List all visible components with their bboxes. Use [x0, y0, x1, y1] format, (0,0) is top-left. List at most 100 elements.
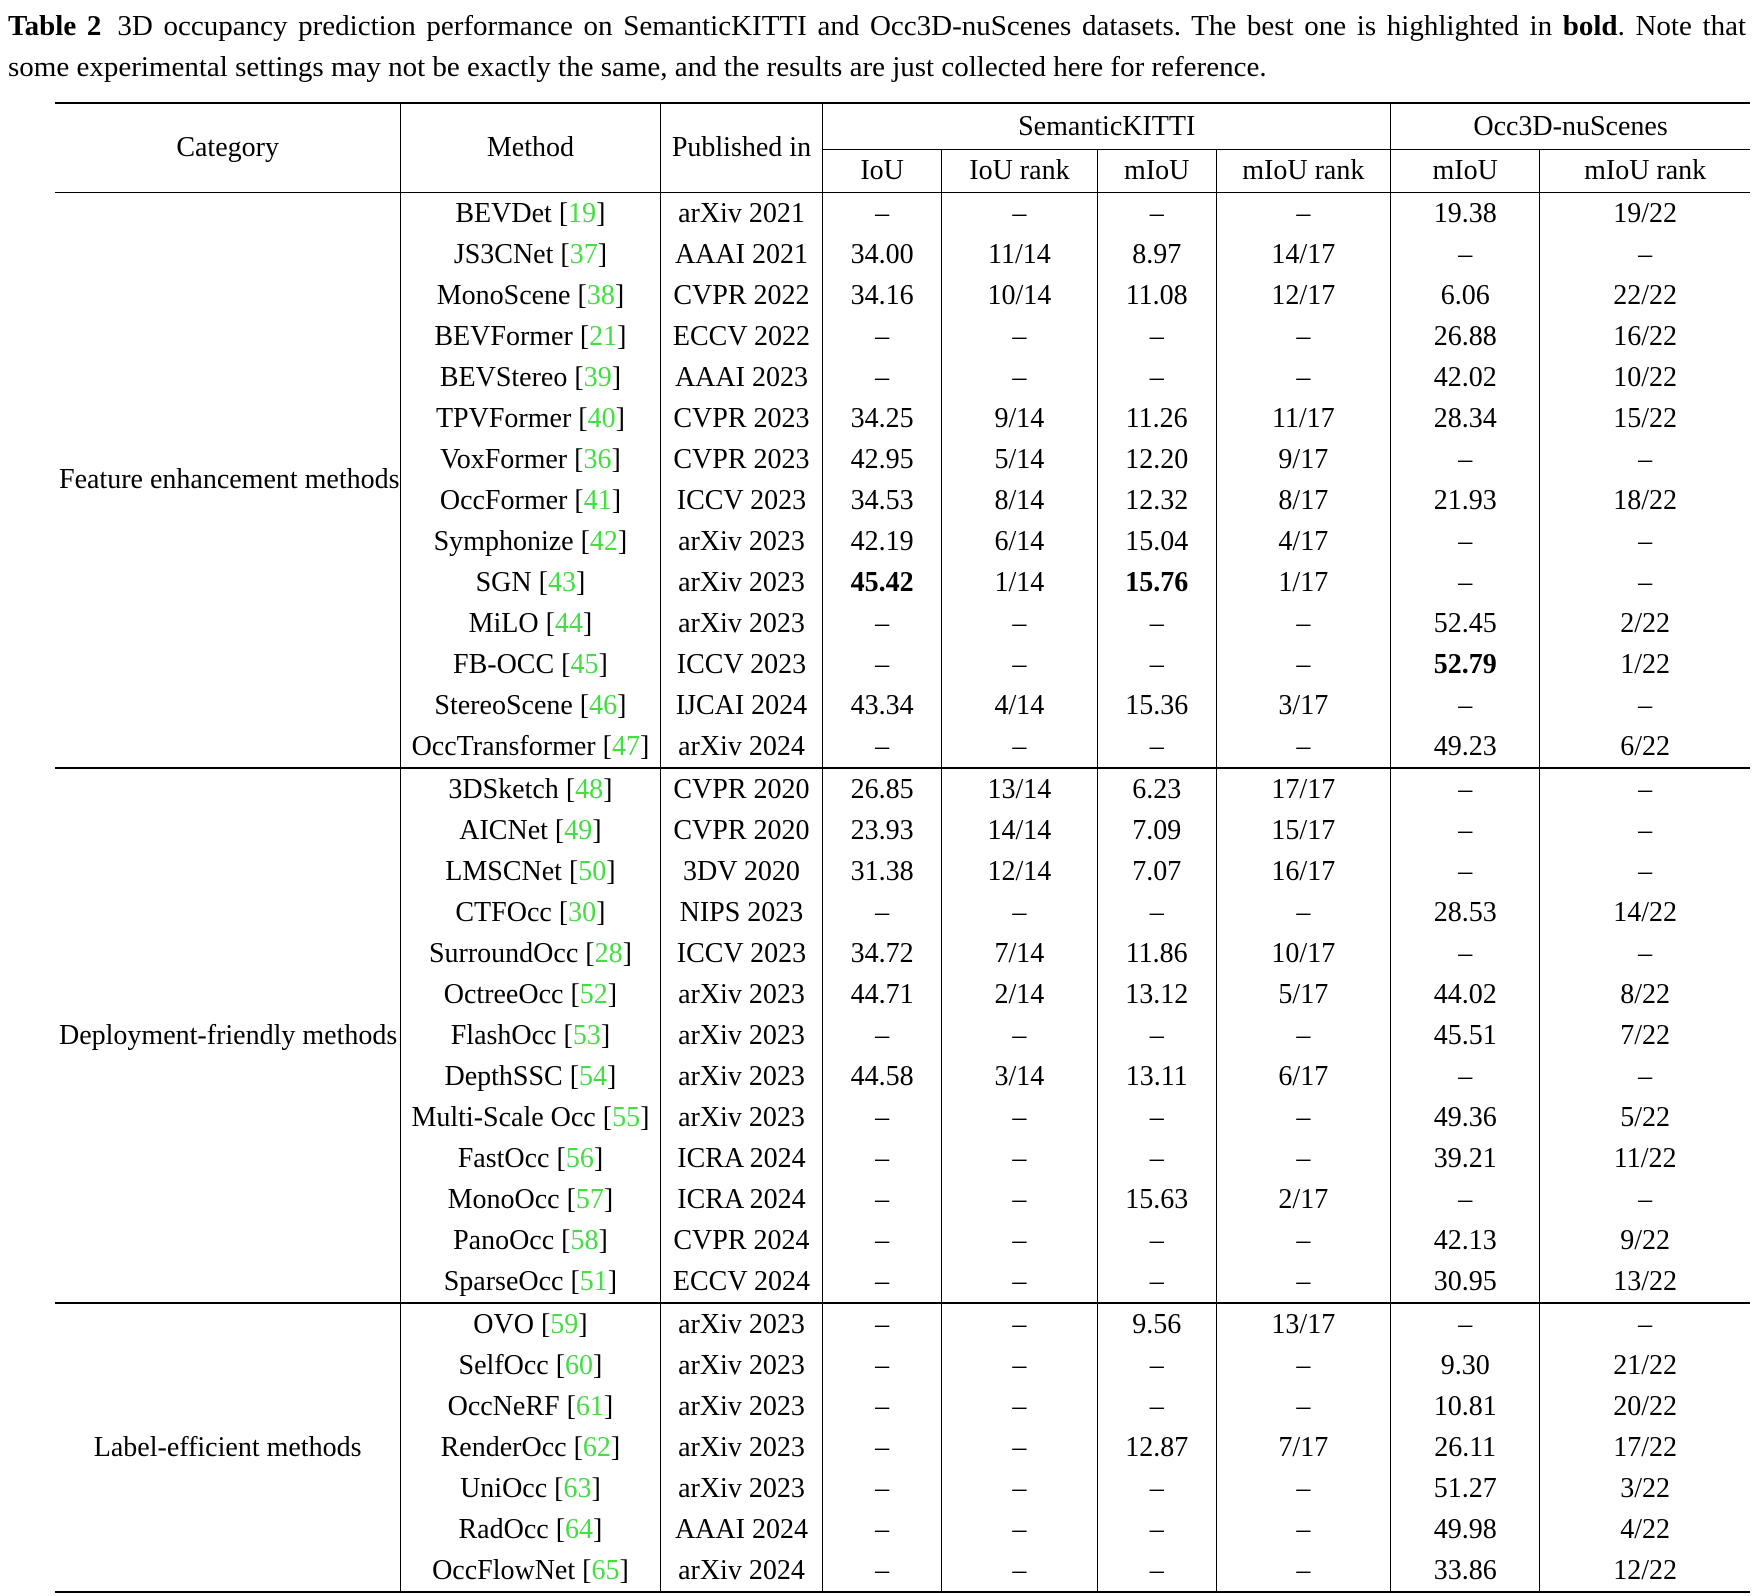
citation-bracket-open: [: [574, 484, 584, 516]
citation-link[interactable]: 48: [575, 773, 604, 805]
citation-link[interactable]: 44: [554, 607, 583, 639]
miou-rank-cell: 17/17: [1215, 767, 1391, 811]
nu-miou-cell: 45.51: [1390, 1015, 1540, 1057]
table-row: BEVFormer [21] ECCV 2022– – – –26.88 16/22: [55, 316, 1750, 358]
miou-cell: –: [1096, 1097, 1217, 1139]
miou-cell: 13.12: [1096, 974, 1217, 1016]
citation-bracket-close: ]: [598, 648, 608, 680]
published-in-cell: ICCV 2023: [659, 933, 823, 975]
nu-miou-cell: 51.27: [1390, 1468, 1540, 1510]
citation-link[interactable]: 47: [611, 730, 640, 762]
citation-link[interactable]: 41: [583, 484, 612, 516]
citation-bracket-open: [: [556, 1142, 566, 1174]
citation-link[interactable]: 61: [575, 1390, 604, 1422]
nu-miou-cell: 42.02: [1390, 357, 1540, 399]
method-cell: TPVFormer [40]: [400, 398, 661, 440]
method-cell: OccNeRF [61]: [400, 1386, 661, 1428]
citation-link[interactable]: 45: [570, 648, 599, 680]
citation-link[interactable]: 55: [612, 1101, 641, 1133]
method-name: RadOcc: [458, 1513, 549, 1545]
header-row-metrics: IoU IoU rank mIoU mIoU rank mIoU mIoU ra…: [55, 149, 1750, 194]
citation-link[interactable]: 64: [565, 1513, 594, 1545]
citation-link[interactable]: 46: [589, 689, 618, 721]
iou-cell: 42.95: [822, 439, 942, 481]
iou-cell: –: [822, 644, 942, 686]
citation-link[interactable]: 59: [550, 1308, 579, 1340]
citation-link[interactable]: 58: [570, 1224, 599, 1256]
citation-link[interactable]: 50: [578, 855, 607, 887]
header-miou-rank: mIoU rank: [1215, 149, 1391, 194]
citation-link[interactable]: 38: [586, 279, 615, 311]
citation-link[interactable]: 40: [587, 402, 616, 434]
citation-bracket-open: [: [555, 1349, 566, 1381]
method-name: Symphonize: [433, 525, 574, 557]
published-in-cell: arXiv 2023: [659, 1386, 823, 1428]
miou-cell: 15.36: [1096, 685, 1217, 727]
citation-link[interactable]: 52: [579, 978, 608, 1010]
iou-rank-cell: 4/14: [940, 685, 1098, 727]
miou-rank-cell: 4/17: [1215, 521, 1391, 563]
citation-bracket-close: ]: [593, 1142, 604, 1174]
iou-rank-cell: –: [940, 1386, 1098, 1428]
citation-link[interactable]: 63: [563, 1472, 592, 1504]
nu-miou-cell: 52.79: [1390, 644, 1540, 686]
iou-cell: –: [822, 316, 942, 358]
published-in-cell: CVPR 2020: [659, 767, 823, 811]
citation-link[interactable]: 62: [582, 1431, 611, 1463]
citation-link[interactable]: 65: [591, 1554, 620, 1586]
citation-link[interactable]: 21: [589, 320, 618, 352]
miou-cell: 9.56: [1096, 1302, 1217, 1346]
citation-link[interactable]: 57: [575, 1183, 604, 1215]
miou-cell: 7.09: [1096, 810, 1217, 852]
method-cell: LMSCNet [50]: [400, 851, 661, 893]
nu-miou-rank-cell: 5/22: [1539, 1097, 1750, 1139]
iou-rank-cell: 8/14: [940, 480, 1098, 522]
header-row-groups: Category Method Published in SemanticKIT…: [55, 103, 1750, 194]
citation-bracket-open: [: [566, 1183, 576, 1215]
table-row: FlashOcc [53] arXiv 2023– – – –45.51 7/22: [55, 1015, 1750, 1057]
citation-link[interactable]: 39: [583, 361, 612, 393]
citation-link[interactable]: 56: [565, 1142, 594, 1174]
miou-cell: 11.86: [1096, 933, 1217, 975]
nu-miou-cell: 42.13: [1390, 1220, 1540, 1262]
miou-cell: –: [1096, 316, 1217, 358]
table-row: Label-efficient methods OVO [59] arXiv 2023…: [55, 1302, 1750, 1593]
published-in-cell: ECCV 2024: [659, 1261, 823, 1304]
miou-rank-cell: 1/17: [1215, 562, 1391, 604]
nu-miou-cell: 10.81: [1390, 1386, 1540, 1428]
citation-link[interactable]: 28: [594, 937, 623, 969]
citation-bracket-close: ]: [598, 1224, 608, 1256]
method-name: UniOcc: [460, 1472, 548, 1504]
method-cell: RadOcc [64]: [400, 1509, 661, 1551]
table-row: DepthSSC [54] arXiv 2023 44.58 3/14 13.11 6/17…: [55, 1056, 1750, 1098]
citation-bracket-open: [: [570, 1265, 580, 1297]
citation-link[interactable]: 54: [579, 1060, 608, 1092]
citation-link[interactable]: 30: [568, 896, 597, 928]
nu-miou-cell: 33.86: [1390, 1550, 1540, 1593]
citation-link[interactable]: 53: [572, 1019, 601, 1051]
header-method: Method: [400, 103, 661, 194]
citation-link[interactable]: 49: [564, 814, 593, 846]
nu-miou-cell: 28.53: [1390, 892, 1540, 934]
iou-rank-cell: –: [940, 1345, 1098, 1387]
miou-rank-cell: –: [1215, 1097, 1391, 1139]
method-name: MonoOcc: [447, 1183, 560, 1215]
citation-link[interactable]: 51: [579, 1265, 608, 1297]
iou-cell: 34.53: [822, 480, 942, 522]
citation-link[interactable]: 19: [568, 197, 597, 229]
citation-link[interactable]: 43: [547, 566, 576, 598]
citation-link[interactable]: 60: [565, 1349, 594, 1381]
nu-miou-rank-cell: –: [1539, 810, 1750, 852]
iou-cell: 34.00: [822, 234, 942, 276]
citation-link[interactable]: 42: [589, 525, 618, 557]
iou-rank-cell: –: [940, 1468, 1098, 1510]
table-row: UniOcc [63] arXiv 2023– – – –51.27 3/22: [55, 1468, 1750, 1510]
iou-rank-cell: –: [940, 1138, 1098, 1180]
citation-link[interactable]: 37: [569, 238, 598, 270]
method-name: RenderOcc: [440, 1431, 567, 1463]
nu-miou-cell: 49.98: [1390, 1509, 1540, 1551]
citation-link[interactable]: 36: [583, 443, 612, 475]
header-nu-miou: mIoU: [1390, 149, 1540, 194]
iou-cell: 34.16: [822, 275, 942, 317]
method-cell: MiLO [44]: [400, 603, 661, 645]
